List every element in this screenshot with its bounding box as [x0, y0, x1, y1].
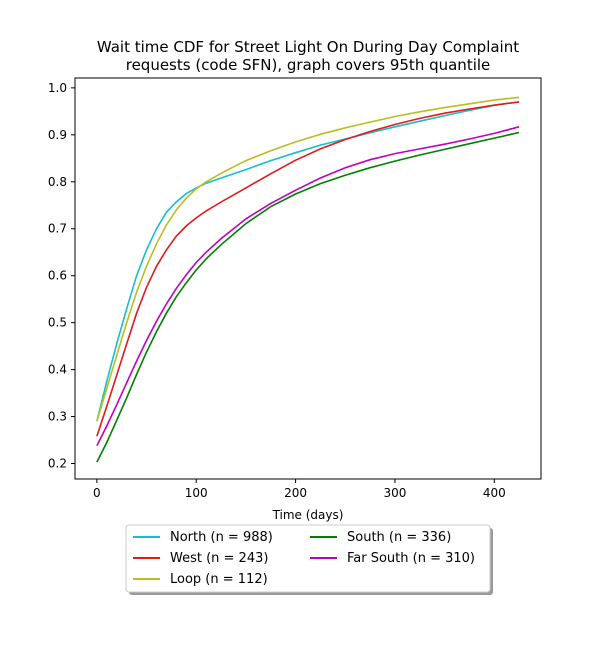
- chart-title-line-1: Wait time CDF for Street Light On During…: [97, 38, 519, 56]
- y-tick-label: 0.6: [48, 269, 67, 283]
- legend-label-3: South (n = 336): [347, 530, 451, 545]
- legend-label-4: Far South (n = 310): [347, 551, 475, 566]
- y-tick-label: 0.5: [48, 316, 67, 330]
- x-tick-label: 100: [185, 486, 208, 500]
- x-tick-label: 0: [93, 486, 101, 500]
- y-tick-label: 1.0: [48, 81, 67, 95]
- series-line-2: [96, 96, 520, 422]
- legend-items: North (n = 988) West (n = 243) Loop (n = 1…: [133, 530, 475, 587]
- chart-title: Wait time CDF for Street Light On During…: [97, 38, 519, 74]
- y-tick-label: 0.8: [48, 175, 67, 189]
- x-axis-label: Time (days): [272, 508, 344, 522]
- y-tick-label: 0.2: [48, 457, 67, 471]
- x-tick-label: 300: [383, 486, 406, 500]
- x-tick-label: 400: [483, 486, 506, 500]
- y-tick-label: 0.4: [48, 363, 67, 377]
- series-line-4: [96, 126, 520, 447]
- plot-lines: [96, 96, 520, 463]
- legend-label-2: Loop (n = 112): [170, 572, 268, 587]
- x-tick-label: 200: [284, 486, 307, 500]
- series-line-3: [96, 131, 520, 463]
- legend-label-0: North (n = 988): [170, 530, 273, 545]
- legend-box: [125, 524, 491, 593]
- legend-label-1: West (n = 243): [170, 551, 268, 566]
- y-axis-ticks: 0.2 0.3 0.4 0.5 0.6 0.7 0.8 0.9 1.0: [48, 81, 75, 471]
- axes-frame: [74, 77, 542, 480]
- chart-title-line-2: requests (code SFN), graph covers 95th q…: [126, 56, 491, 74]
- legend: North (n = 988) West (n = 243) Loop (n = 1…: [125, 524, 493, 595]
- y-tick-label: 0.3: [48, 410, 67, 424]
- series-line-0: [96, 101, 520, 422]
- y-tick-label: 0.9: [48, 128, 67, 142]
- x-axis-ticks: 0 100 200 300 400: [93, 479, 506, 500]
- y-tick-label: 0.7: [48, 222, 67, 236]
- series-line-1: [96, 101, 520, 437]
